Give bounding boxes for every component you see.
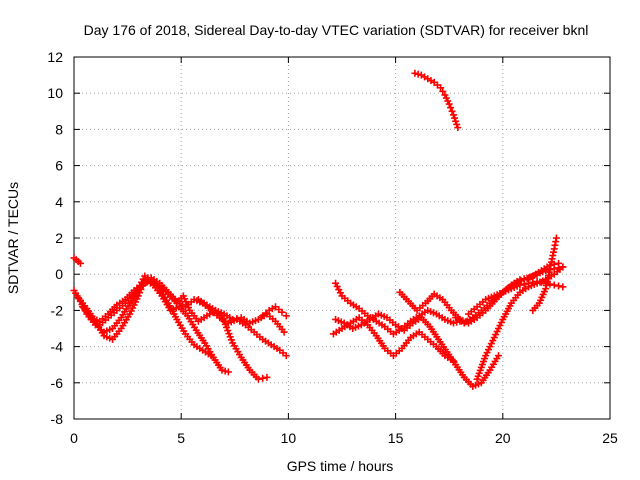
data-point: [278, 308, 286, 316]
y-tick-label: 8: [55, 121, 63, 137]
x-tick-label: 20: [495, 430, 511, 446]
data-point: [445, 100, 453, 108]
series-s3: [74, 276, 232, 376]
x-axis-label: GPS time / hours: [287, 458, 394, 474]
y-tick-label: 12: [47, 49, 63, 65]
data-point: [550, 281, 558, 289]
data-point: [555, 282, 563, 290]
y-tick-label: -2: [51, 302, 64, 318]
data-point: [224, 368, 232, 376]
series-s8: [332, 279, 464, 338]
data-point: [254, 375, 262, 383]
data-point: [76, 259, 84, 267]
data-point: [516, 281, 524, 289]
x-tick-label: 25: [602, 430, 618, 446]
data-point: [449, 111, 457, 119]
x-tick-label: 0: [70, 430, 78, 446]
data-point: [259, 374, 267, 382]
data-point: [449, 319, 457, 327]
data-point: [414, 70, 422, 78]
data-point: [233, 315, 241, 323]
series-s14: [473, 263, 567, 383]
data-points: [70, 69, 567, 390]
data-point: [229, 315, 237, 323]
data-point: [221, 367, 229, 375]
x-tick-label: 15: [388, 430, 404, 446]
data-point: [451, 114, 459, 122]
data-point: [552, 234, 560, 242]
data-point: [282, 312, 290, 320]
data-point: [555, 259, 563, 267]
series-s1: [70, 254, 84, 267]
data-point: [454, 124, 462, 132]
chart-title: Day 176 of 2018, Sidereal Day-to-day VTE…: [84, 22, 589, 38]
data-point: [439, 87, 447, 95]
y-tick-label: 10: [47, 85, 63, 101]
data-point: [452, 117, 460, 125]
data-point: [282, 352, 290, 360]
data-point: [437, 84, 445, 92]
series-s15: [529, 234, 560, 314]
y-tick-label: -6: [51, 375, 64, 391]
series-s10: [332, 310, 503, 390]
y-tick-label: 4: [55, 194, 63, 210]
y-tick-label: -8: [51, 411, 64, 427]
data-point: [559, 263, 567, 271]
y-axis-label: SDTVAR / TECUs: [5, 182, 21, 294]
data-point: [495, 352, 503, 360]
data-point: [263, 373, 271, 381]
x-tick-label: 10: [281, 430, 297, 446]
data-point: [280, 328, 288, 336]
series-s9: [329, 314, 457, 365]
series-s16: [411, 69, 462, 132]
x-tick-label: 5: [177, 430, 185, 446]
y-tick-label: 0: [55, 266, 63, 282]
data-point: [411, 69, 419, 77]
data-point: [218, 366, 226, 374]
data-point: [447, 104, 455, 112]
axis-ticks: 0 5 10 15 20 25 -8 -6 -4 -2 0 2 4 6 8 10 12: [47, 49, 618, 446]
data-point: [453, 120, 461, 128]
y-tick-label: -4: [51, 339, 64, 355]
grid-lines: [74, 57, 610, 419]
series-s7: [259, 303, 290, 320]
y-tick-label: 2: [55, 230, 63, 246]
data-point: [559, 283, 567, 291]
y-tick-label: 6: [55, 158, 63, 174]
data-point: [448, 107, 456, 115]
data-point: [520, 280, 528, 288]
